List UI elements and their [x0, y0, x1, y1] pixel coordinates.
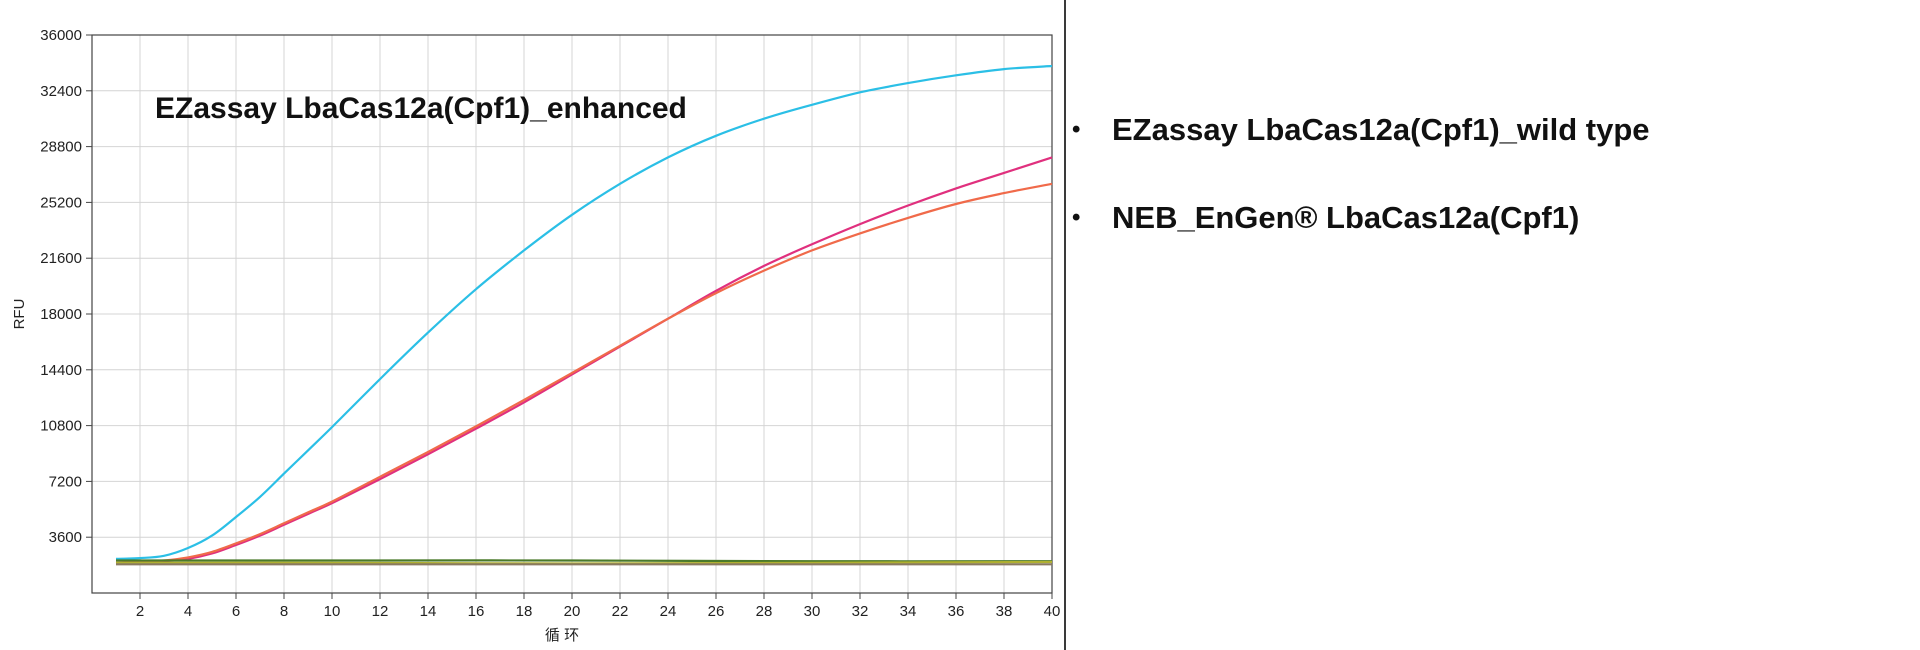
- series-line-2: [115, 156, 1053, 565]
- x-tick-label: 20: [564, 603, 581, 620]
- y-tick-label: 36000: [40, 27, 82, 44]
- x-tick-label: 18: [516, 603, 533, 620]
- x-axis-label: 循 环: [545, 627, 579, 644]
- series-lines: [115, 64, 1053, 566]
- y-axis-label: RFU: [11, 299, 28, 330]
- series-line-3: [115, 182, 1053, 564]
- series-line-4: [115, 559, 1053, 563]
- legend-item-wild-type: • EZassay LbaCas12a(Cpf1)_wild type: [1070, 110, 1650, 150]
- x-tick-label: 4: [184, 603, 192, 620]
- x-tick-label: 30: [804, 603, 821, 620]
- legend: • EZassay LbaCas12a(Cpf1)_wild type • NE…: [1070, 110, 1650, 286]
- x-tick-label: 26: [708, 603, 725, 620]
- y-tick-label: 21600: [40, 250, 82, 267]
- x-tick-label: 28: [756, 603, 773, 620]
- y-tick-label: 3600: [49, 529, 82, 546]
- y-tick-label: 7200: [49, 473, 82, 490]
- x-tick-label: 14: [420, 603, 437, 620]
- rfu-line-chart: 2 4 6 8 10 12 14 16 18 20 22 24 26 28 30 32 34 36 38 403600…: [11, 27, 1060, 644]
- series-line-1: [115, 64, 1053, 560]
- y-tick-label: 32400: [40, 83, 82, 100]
- x-tick-label: 10: [324, 603, 341, 620]
- y-tick-label: 28800: [40, 139, 82, 156]
- y-tick-label: 18000: [40, 306, 82, 323]
- x-tick-label: 38: [996, 603, 1013, 620]
- y-tick-label: 25200: [40, 194, 82, 211]
- x-tick-label: 34: [900, 603, 917, 620]
- chart-panel: 2 4 6 8 10 12 14 16 18 20 22 24 26 28 30 32 34 36 38 40 3600…: [11, 0, 1066, 650]
- x-tick-label: 12: [372, 603, 389, 620]
- x-tick-label: 22: [612, 603, 629, 620]
- x-tick-label: 16: [468, 603, 485, 620]
- x-tick-label: 24: [660, 603, 677, 620]
- legend-label: NEB_EnGen® LbaCas12a(Cpf1): [1112, 200, 1580, 235]
- legend-item-neb-engen: • NEB_EnGen® LbaCas12a(Cpf1): [1070, 198, 1650, 238]
- y-tick-label: 14400: [40, 362, 82, 379]
- x-tick-label: 8: [280, 603, 288, 620]
- x-tick-label: 2: [136, 603, 144, 620]
- bullet-icon: •: [1072, 116, 1081, 143]
- chart-title: EZassay LbaCas12a(Cpf1)_enhanced: [155, 92, 687, 125]
- bullet-icon: •: [1072, 204, 1081, 231]
- y-tick-label: 10800: [40, 418, 82, 435]
- x-tick-label: 40: [1044, 603, 1061, 620]
- x-tick-label: 32: [852, 603, 869, 620]
- grid-lines: [92, 35, 1052, 593]
- legend-label: EZassay LbaCas12a(Cpf1)_wild type: [1112, 112, 1650, 147]
- axis-ticks: 2 4 6 8 10 12 14 16 18 20 22 24 26 28 30 32 34 36 38 403600…: [40, 27, 1060, 620]
- x-tick-label: 6: [232, 603, 240, 620]
- x-tick-label: 36: [948, 603, 965, 620]
